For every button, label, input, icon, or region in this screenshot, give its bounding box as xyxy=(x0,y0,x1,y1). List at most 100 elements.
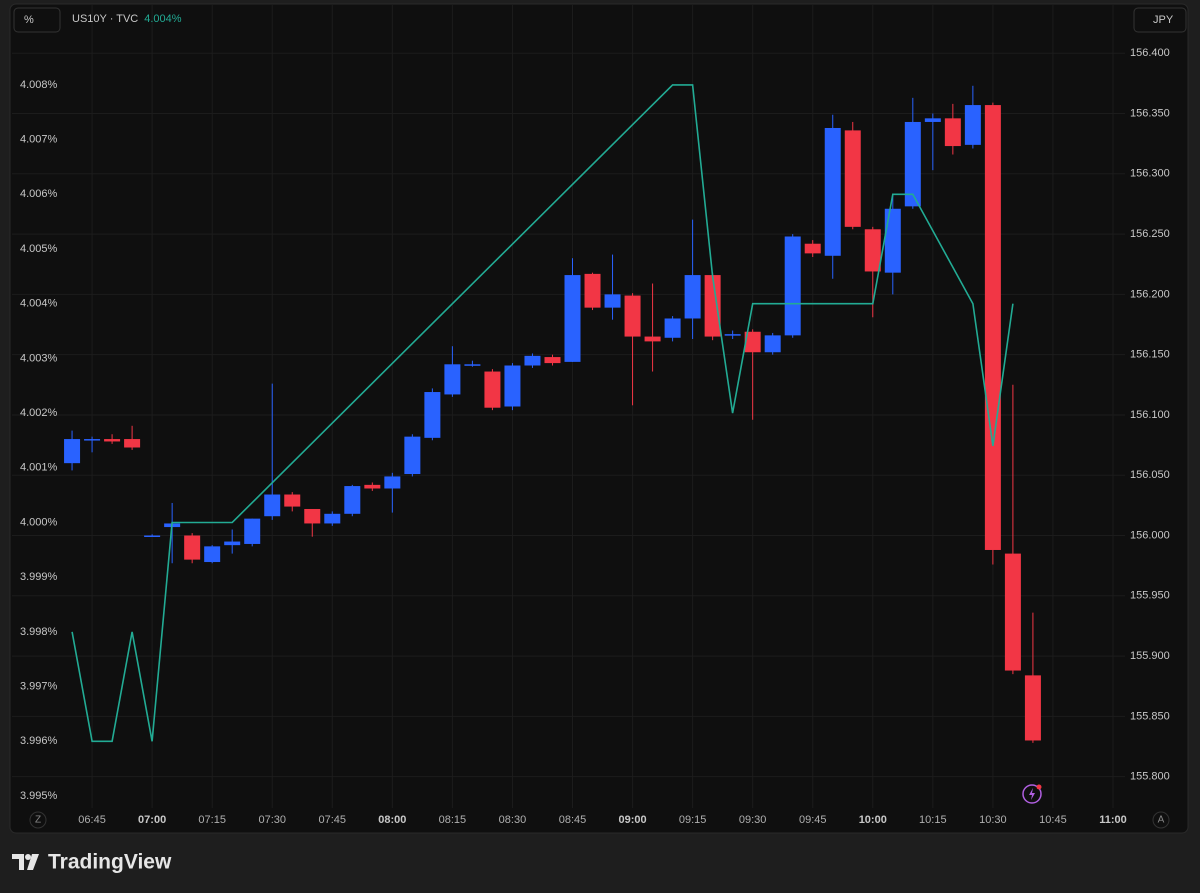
candle-body xyxy=(884,208,901,273)
y-axis-label: % xyxy=(24,14,34,26)
x-tick-label: 09:00 xyxy=(618,814,646,826)
y-tick-label: 4.000% xyxy=(20,516,58,528)
x-tick-label: 08:15 xyxy=(439,814,467,826)
y2-tick-label: 156.150 xyxy=(1130,349,1170,361)
candle-body xyxy=(664,318,681,338)
y-tick-label: 4.003% xyxy=(20,352,58,364)
candle-body xyxy=(864,229,881,272)
y2-tick-label: 156.400 xyxy=(1130,47,1170,59)
candle-body xyxy=(1004,553,1021,671)
y2-tick-label: 155.950 xyxy=(1130,590,1170,602)
x-tick-label: 07:30 xyxy=(258,814,286,826)
grid xyxy=(12,5,1125,808)
candle-body xyxy=(144,535,161,538)
candle-body xyxy=(224,541,241,546)
candle-body xyxy=(404,436,421,475)
brand-logo xyxy=(12,854,39,870)
y-tick-label: 3.996% xyxy=(20,735,58,747)
candle-body xyxy=(464,364,481,366)
candle-body xyxy=(944,118,961,147)
y2-tick-label: 156.200 xyxy=(1130,288,1170,300)
candle-body xyxy=(904,121,921,207)
candle-body xyxy=(724,334,741,336)
x-tick-label: 08:00 xyxy=(378,814,406,826)
candle-body xyxy=(104,439,121,442)
series-line xyxy=(71,84,1014,743)
brand-name: TradingView xyxy=(48,851,172,874)
candle-body xyxy=(924,118,941,122)
x-tick-label: 07:45 xyxy=(319,814,347,826)
alert-icon[interactable] xyxy=(1022,784,1042,804)
candle-body xyxy=(764,335,781,353)
candle-body xyxy=(504,365,521,407)
y2-tick-label: 155.850 xyxy=(1130,710,1170,722)
series-name: US10Y · TVC xyxy=(72,13,138,25)
candle-body xyxy=(364,484,381,489)
candle-body xyxy=(784,236,801,336)
candle-body xyxy=(184,535,201,560)
candle-body xyxy=(244,518,261,544)
candle-body xyxy=(964,105,981,145)
y-tick-label: 4.004% xyxy=(20,298,58,310)
candle-body xyxy=(384,476,401,489)
chart-panel xyxy=(9,3,1189,834)
y2-unit-button[interactable] xyxy=(1133,7,1187,33)
axis-button[interactable]: A xyxy=(1158,815,1165,826)
candle-body xyxy=(544,357,561,364)
candle-body xyxy=(524,355,541,366)
y2-tick-label: 156.300 xyxy=(1130,168,1170,180)
x-tick-label: 09:15 xyxy=(679,814,707,826)
y-tick-label: 3.998% xyxy=(20,626,58,638)
candle-body xyxy=(84,439,101,441)
x-tick-label: 10:00 xyxy=(859,814,887,826)
candle-body xyxy=(644,336,661,342)
candle-body xyxy=(584,273,601,308)
x-tick-label: 07:00 xyxy=(138,814,166,826)
x-tick-label: 10:30 xyxy=(979,814,1007,826)
candle-body xyxy=(64,439,81,464)
candle-body xyxy=(304,508,321,524)
candle-body xyxy=(824,127,841,256)
axis-button-bg[interactable] xyxy=(1152,811,1170,829)
candle-body xyxy=(804,243,821,254)
candle-body xyxy=(844,130,861,227)
candle-body xyxy=(604,294,621,308)
x-tick-label: 08:30 xyxy=(499,814,527,826)
series-last-value: 4.004% xyxy=(144,13,182,25)
y2-tick-label: 156.350 xyxy=(1130,107,1170,119)
y2-tick-label: 156.050 xyxy=(1130,469,1170,481)
y-unit-button[interactable] xyxy=(13,7,61,33)
candle-body xyxy=(204,546,221,563)
candle-body xyxy=(704,275,721,337)
y-tick-label: 3.995% xyxy=(20,790,58,802)
candle-body xyxy=(424,392,441,438)
y-tick-label: 4.007% xyxy=(20,133,58,145)
candle-body xyxy=(284,494,301,507)
x-tick-label: 09:30 xyxy=(739,814,767,826)
axis-button-bg[interactable] xyxy=(29,811,47,829)
y2-tick-label: 156.000 xyxy=(1130,529,1170,541)
x-tick-label: 08:45 xyxy=(559,814,587,826)
y-tick-label: 3.999% xyxy=(20,571,58,583)
candle-body xyxy=(264,494,281,517)
y-tick-label: 4.001% xyxy=(20,462,58,474)
y2-tick-label: 155.900 xyxy=(1130,650,1170,662)
x-tick-label: 11:00 xyxy=(1099,814,1127,826)
x-tick-label: 07:15 xyxy=(198,814,226,826)
x-tick-label: 10:45 xyxy=(1039,814,1067,826)
y2-tick-label: 156.250 xyxy=(1130,228,1170,240)
y2-axis-label: JPY xyxy=(1153,14,1174,26)
x-tick-label: 09:45 xyxy=(799,814,827,826)
x-tick-label: 10:15 xyxy=(919,814,947,826)
candle-body xyxy=(1024,675,1041,741)
candle-body xyxy=(344,486,361,514)
candle-body xyxy=(984,105,1001,550)
candle-body xyxy=(564,275,581,362)
y2-tick-label: 156.100 xyxy=(1130,409,1170,421)
candle-body xyxy=(684,275,701,319)
axis-button[interactable]: Z xyxy=(35,815,41,826)
y2-tick-label: 155.800 xyxy=(1130,771,1170,783)
candle-body xyxy=(444,364,461,395)
